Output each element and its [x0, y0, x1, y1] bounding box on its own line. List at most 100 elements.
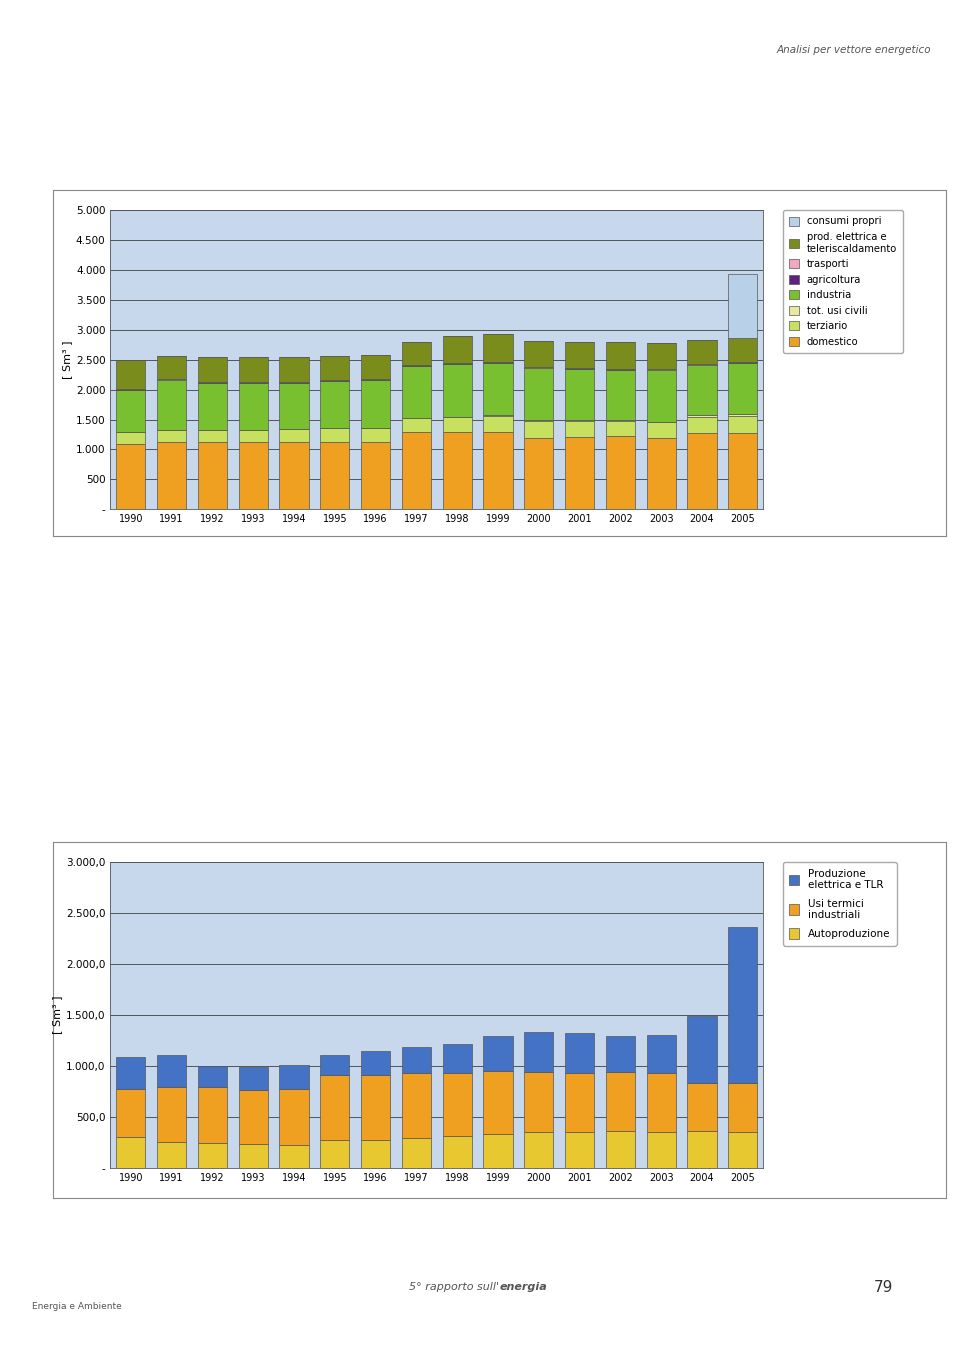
Bar: [443, 364, 472, 417]
Bar: [238, 1145, 268, 1168]
Bar: [116, 1089, 146, 1137]
Bar: [646, 1073, 676, 1131]
Bar: [238, 383, 268, 430]
Bar: [728, 273, 757, 338]
Bar: [443, 417, 472, 432]
Bar: [646, 1035, 676, 1073]
Bar: [564, 1073, 594, 1131]
Bar: [116, 1137, 146, 1168]
Bar: [483, 416, 513, 432]
Bar: [401, 1073, 431, 1138]
Bar: [361, 441, 391, 509]
Bar: [524, 1131, 554, 1168]
Bar: [279, 1089, 309, 1145]
Bar: [443, 1044, 472, 1073]
Bar: [687, 1131, 717, 1168]
Bar: [116, 360, 146, 388]
Bar: [564, 1033, 594, 1073]
Bar: [564, 369, 594, 420]
Bar: [238, 1090, 268, 1145]
Bar: [116, 444, 146, 509]
Bar: [564, 421, 594, 437]
Bar: [687, 414, 717, 417]
Bar: [361, 428, 391, 441]
Bar: [564, 342, 594, 368]
Bar: [320, 382, 349, 428]
Bar: [564, 437, 594, 509]
Bar: [728, 1131, 757, 1168]
Bar: [320, 441, 349, 509]
Bar: [320, 1055, 349, 1076]
Bar: [524, 1073, 554, 1131]
Bar: [728, 928, 757, 1082]
Bar: [606, 342, 636, 369]
Bar: [116, 1058, 146, 1089]
Bar: [320, 1141, 349, 1168]
Bar: [198, 1066, 228, 1088]
Bar: [728, 414, 757, 416]
Bar: [606, 1071, 636, 1131]
Bar: [687, 417, 717, 433]
Bar: [401, 365, 431, 418]
Bar: [483, 363, 513, 414]
Text: Figura 4.8 – Andamento dei consumi di gas naturale – Ripartizione per settore: Figura 4.8 – Andamento dei consumi di ga…: [228, 156, 732, 167]
Bar: [156, 441, 186, 509]
Legend: consumi propri, prod. elettrica e
teleriscaldamento, trasporti, agricoltura, ind: consumi propri, prod. elettrica e teleri…: [782, 210, 903, 353]
Bar: [279, 357, 309, 382]
Bar: [198, 383, 228, 430]
Bar: [238, 430, 268, 443]
Bar: [116, 432, 146, 444]
Bar: [401, 342, 431, 365]
Bar: [156, 356, 186, 379]
Bar: [687, 1082, 717, 1131]
Bar: [524, 421, 554, 437]
Bar: [116, 390, 146, 432]
Text: Figura 4.9 – Andamento dei consumi di gas naturale nell’industria e nella produz: Figura 4.9 – Andamento dei consumi di ga…: [153, 808, 807, 819]
Bar: [361, 1051, 391, 1076]
Bar: [687, 1016, 717, 1082]
Bar: [524, 1032, 554, 1073]
Bar: [279, 429, 309, 443]
Y-axis label: [ Sm³ ]: [ Sm³ ]: [61, 341, 72, 379]
Bar: [156, 1142, 186, 1168]
Bar: [320, 1076, 349, 1141]
Bar: [279, 1065, 309, 1089]
Bar: [401, 1047, 431, 1073]
Y-axis label: [ Sm³ ]: [ Sm³ ]: [52, 995, 61, 1035]
Text: energia: energia: [499, 1282, 547, 1293]
Bar: [483, 334, 513, 361]
Bar: [646, 371, 676, 422]
Bar: [606, 436, 636, 509]
Bar: [728, 433, 757, 509]
Bar: [646, 342, 676, 369]
Bar: [687, 341, 717, 364]
Bar: [156, 1086, 186, 1142]
Bar: [198, 1088, 228, 1143]
Bar: [401, 432, 431, 509]
Bar: [524, 368, 554, 420]
Bar: [728, 363, 757, 414]
Bar: [606, 369, 636, 420]
Bar: [320, 428, 349, 441]
Bar: [320, 356, 349, 380]
Bar: [524, 420, 554, 421]
Bar: [238, 1067, 268, 1090]
Bar: [606, 421, 636, 436]
Bar: [728, 1082, 757, 1131]
Bar: [564, 1131, 594, 1168]
Bar: [156, 380, 186, 429]
Bar: [443, 1073, 472, 1135]
Bar: [524, 437, 554, 509]
Text: Analisi per vettore energetico: Analisi per vettore energetico: [777, 45, 931, 56]
Text: Energia e Ambiente: Energia e Ambiente: [32, 1302, 122, 1310]
Bar: [361, 380, 391, 428]
Bar: [646, 437, 676, 509]
Bar: [279, 383, 309, 429]
Bar: [443, 337, 472, 363]
Bar: [238, 357, 268, 382]
Bar: [606, 1131, 636, 1168]
Bar: [606, 1036, 636, 1071]
Bar: [238, 443, 268, 509]
Bar: [483, 1036, 513, 1071]
Bar: [687, 365, 717, 414]
